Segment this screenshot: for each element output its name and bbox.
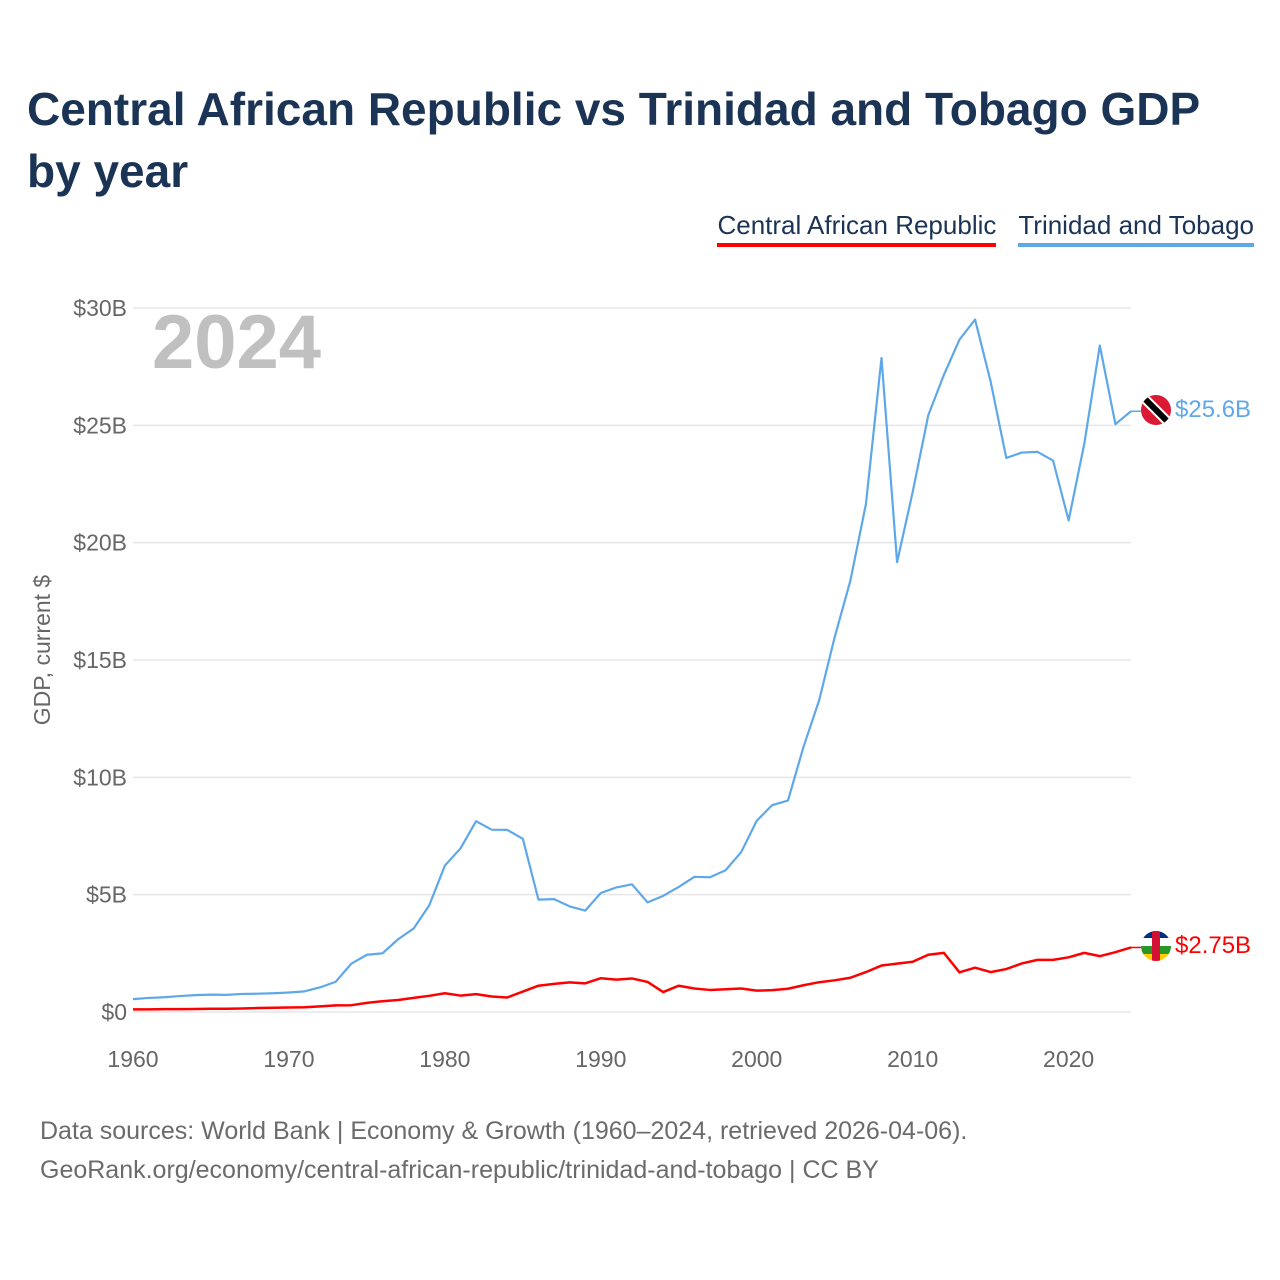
y-tick-label: $20B xyxy=(73,530,127,556)
x-tick-label: 1970 xyxy=(263,1046,314,1072)
x-tick-label: 2000 xyxy=(731,1046,782,1072)
legend-item-trinidad-and-tobago[interactable]: Trinidad and Tobago xyxy=(1018,210,1254,247)
footer-sources: Data sources: World Bank | Economy & Gro… xyxy=(40,1117,968,1145)
series-line-central-african-republic xyxy=(133,946,1132,1011)
y-tick-label: $30B xyxy=(73,295,127,321)
x-tick-label: 2010 xyxy=(887,1046,938,1072)
central-african-republic-flag-icon xyxy=(1141,931,1171,961)
x-tick-label: 2020 xyxy=(1043,1046,1094,1072)
y-tick-label: $5B xyxy=(86,882,127,908)
y-axis-label: GDP, current $ xyxy=(29,575,55,726)
footer: Data sources: World Bank | Economy & Gro… xyxy=(40,1112,967,1190)
series-line-trinidad-and-tobago xyxy=(132,318,1132,1001)
footer-link[interactable]: GeoRank.org/economy/central-african-repu… xyxy=(40,1156,879,1184)
x-tick-label: 1990 xyxy=(575,1046,626,1072)
chart-title: Central African Republic vs Trinidad and… xyxy=(27,83,1200,197)
legend: Central African Republic Trinidad and To… xyxy=(717,210,1254,247)
y-tick-label: $0 xyxy=(101,999,127,1025)
x-tick-label: 1960 xyxy=(107,1046,158,1072)
legend-item-central-african-republic[interactable]: Central African Republic xyxy=(717,210,997,247)
trinidad-and-tobago-end-label: $25.6B xyxy=(1175,396,1251,423)
trinidad-and-tobago-flag-icon xyxy=(1141,395,1171,425)
y-tick-label: $25B xyxy=(73,412,127,438)
y-tick-label: $15B xyxy=(73,647,127,673)
y-tick-label: $10B xyxy=(73,764,127,790)
x-tick-label: 1980 xyxy=(419,1046,470,1072)
year-watermark: 2024 xyxy=(152,300,321,385)
central-african-republic-end-label: $2.75B xyxy=(1175,932,1251,959)
